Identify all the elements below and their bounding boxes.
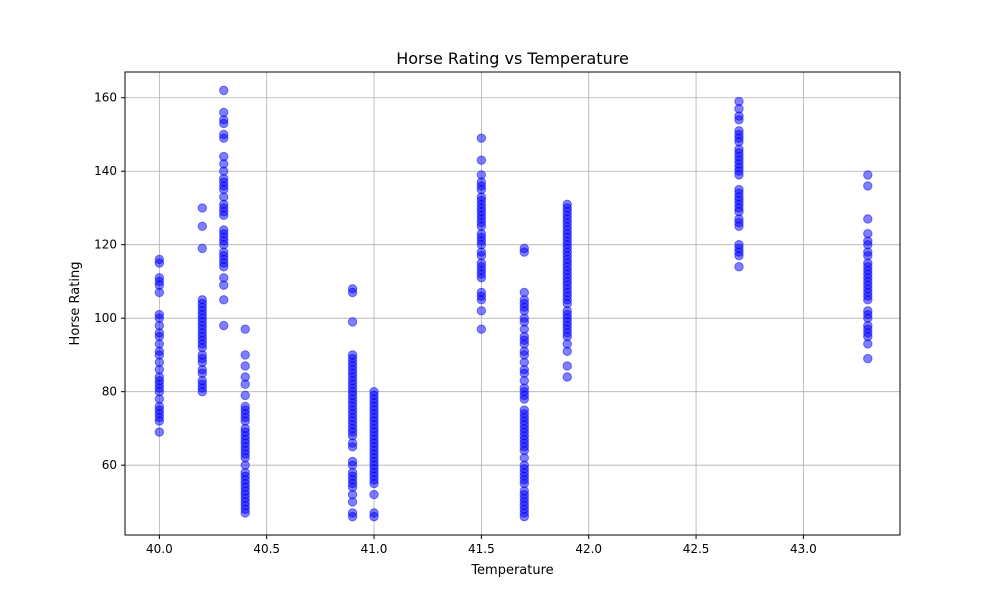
scatter-point (476, 295, 487, 305)
scatter-point (347, 497, 358, 507)
scatter-point (476, 324, 487, 334)
scatter-point (863, 339, 873, 349)
scatter-point (219, 295, 229, 305)
x-tick-label: 42.0 (575, 542, 602, 556)
x-tick-label: 40.0 (146, 542, 173, 556)
scatter-point (863, 170, 873, 180)
scatter-point (154, 427, 165, 437)
scatter-point (369, 511, 379, 522)
scatter-point (519, 247, 530, 257)
scatter-point (476, 306, 487, 316)
y-tick-label: 120 (94, 238, 117, 252)
x-tick-label: 41.5 (468, 542, 495, 556)
scatter-point (240, 350, 250, 360)
scatter-point (519, 394, 530, 404)
scatter-point (347, 287, 358, 298)
x-tick-label: 43.0 (790, 542, 817, 556)
scatter-point (154, 416, 165, 426)
data-points (154, 85, 873, 522)
scatter-point (219, 133, 229, 143)
scatter-point (347, 511, 358, 522)
scatter-point (863, 353, 873, 364)
scatter-point (863, 181, 873, 191)
scatter-point (219, 210, 229, 221)
scatter-point (734, 251, 744, 261)
scatter-point (219, 118, 229, 129)
y-axis-label: Horse Rating (68, 262, 83, 346)
y-tick-label: 140 (94, 164, 117, 178)
scatter-point (240, 508, 250, 518)
scatter-point (863, 214, 873, 224)
scatter-point (240, 324, 250, 334)
y-tick-label: 160 (94, 91, 117, 105)
y-tick-label: 80 (102, 385, 117, 399)
scatter-point (562, 361, 572, 371)
plot-area-frame (124, 71, 901, 536)
chart-title: Horse Rating vs Temperature (396, 49, 629, 68)
scatter-point (369, 478, 379, 489)
x-axis-label: Temperature (470, 563, 553, 578)
scatter-point (476, 133, 487, 143)
scatter-point (240, 361, 250, 371)
scatter-point (347, 442, 358, 452)
scatter-point (734, 115, 744, 125)
scatter-point (219, 262, 229, 272)
scatter-point (197, 221, 207, 232)
scatter-point (734, 170, 744, 180)
scatter-point (197, 386, 207, 397)
scatter-point (734, 262, 744, 272)
scatter-point (240, 379, 250, 390)
scatter-point (197, 203, 207, 213)
scatter-point (154, 287, 165, 298)
scatter-point (519, 511, 530, 522)
scatter-point (197, 243, 207, 254)
y-tick-label: 60 (102, 458, 117, 472)
y-tick-label: 100 (94, 311, 117, 325)
scatter-point (240, 390, 250, 401)
scatter-point (562, 346, 572, 356)
scatter-point (219, 85, 229, 96)
x-tick-label: 41.0 (361, 542, 388, 556)
scatter-point (219, 280, 229, 290)
x-tick-label: 42.5 (683, 542, 710, 556)
scatter-point (219, 320, 229, 331)
scatter-point (154, 258, 165, 268)
scatter-point (734, 221, 744, 232)
axis-ticks: 40.0 40.5 41.0 41.5 42.0 42.5 43.0 60 80 100 120 14… (94, 91, 817, 556)
scatter-point (476, 155, 487, 165)
scatter-point (863, 295, 873, 305)
scatter-point (476, 273, 487, 283)
grid-lines (125, 72, 900, 535)
scatter-point (347, 317, 358, 327)
scatter-point (562, 372, 572, 382)
x-tick-label: 40.5 (253, 542, 280, 556)
scatter-point (369, 489, 379, 500)
